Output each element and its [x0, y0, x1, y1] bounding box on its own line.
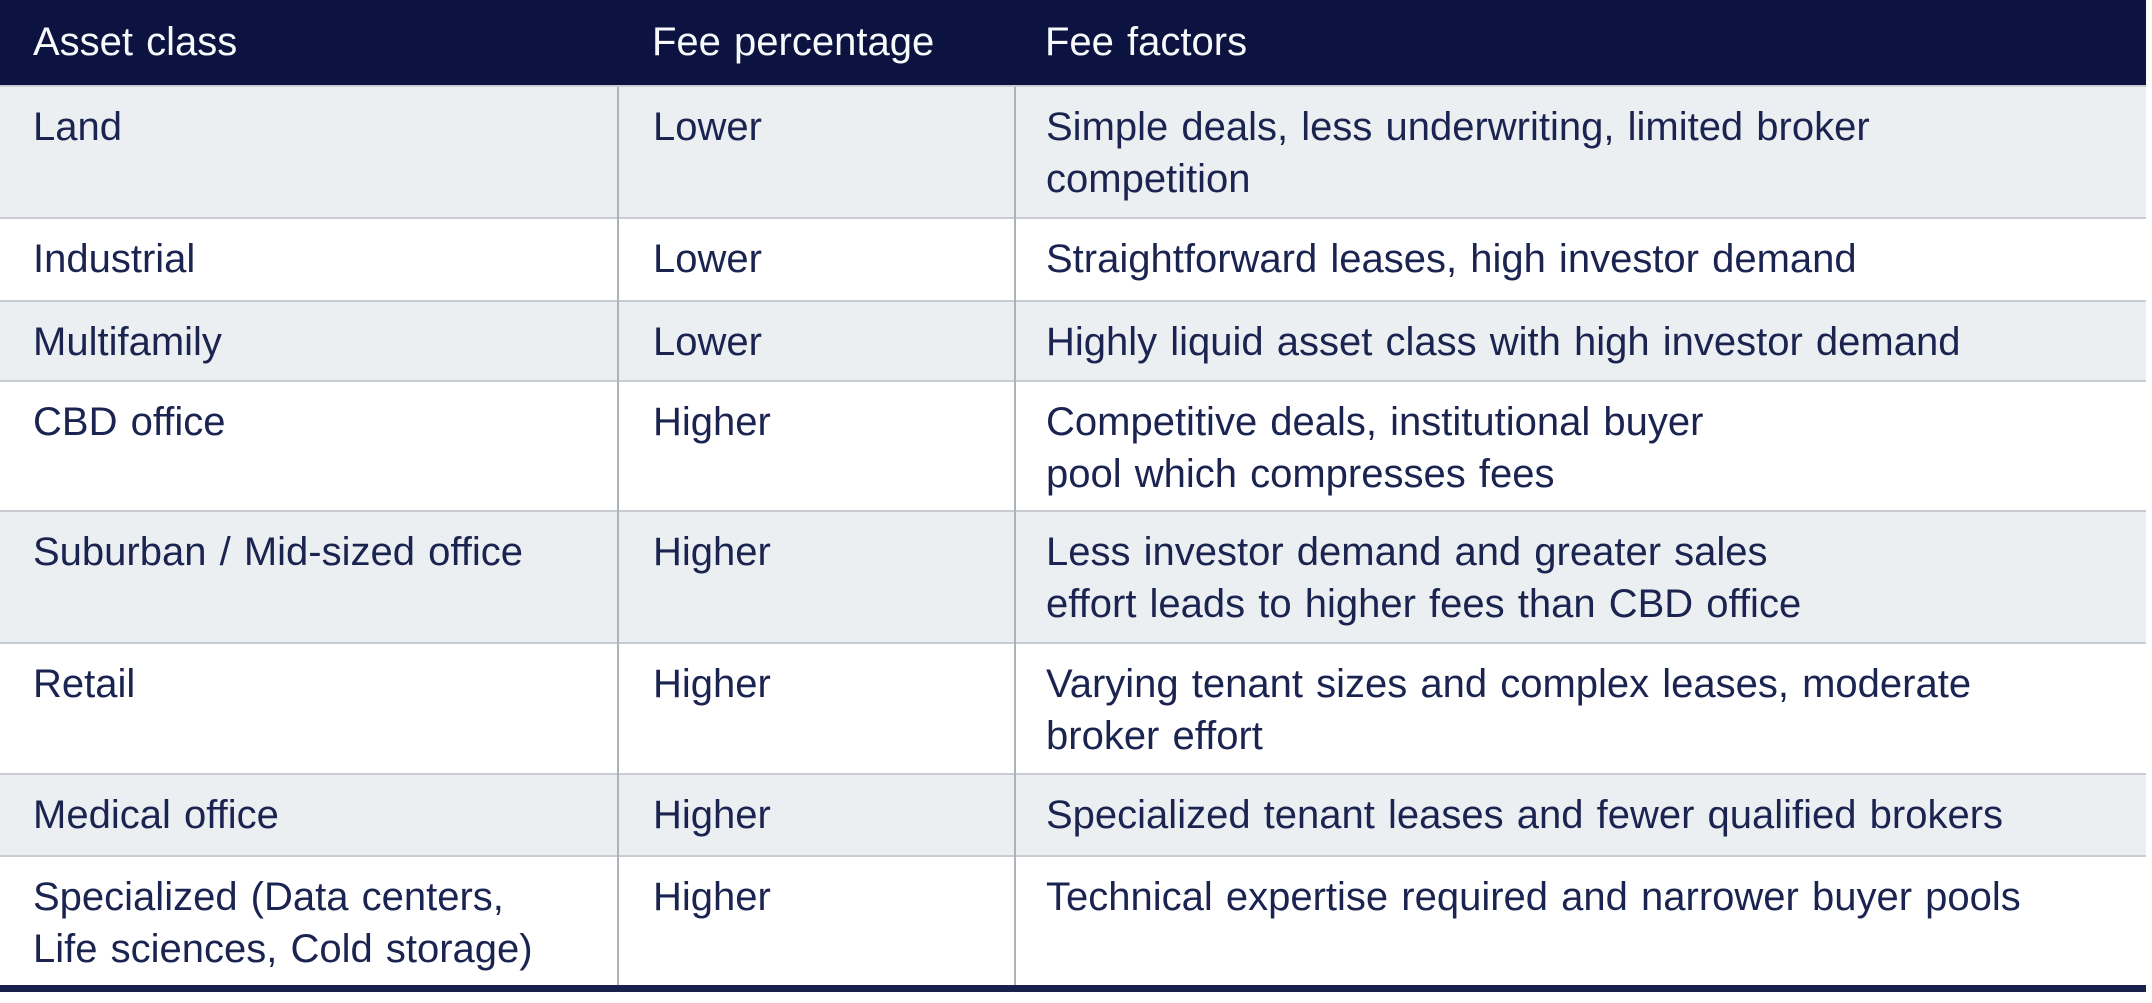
- asset-class-cell: Industrial: [0, 217, 618, 301]
- fee-factors-cell: Competitive deals, institutional buyer p…: [1014, 380, 2146, 511]
- asset-class-cell: Multifamily: [0, 300, 618, 381]
- fee-percentage-cell: Higher: [617, 380, 1015, 511]
- fee-percentage-cell: Lower: [617, 300, 1015, 381]
- table-row-medical-office: Medical office Higher Specialized tenant…: [0, 773, 2146, 856]
- table-row-specialized: Specialized (Data centers, Life sciences…: [0, 855, 2146, 992]
- fee-percentage-cell: Higher: [617, 773, 1015, 856]
- column-header-fee-factors: Fee factors: [1015, 0, 2146, 86]
- fee-factors-cell: Less investor demand and greater sales e…: [1014, 510, 2146, 643]
- column-header-asset-class: Asset class: [0, 0, 618, 86]
- fee-factors-cell: Straightforward leases, high investor de…: [1014, 217, 2146, 301]
- fee-percentage-cell: Higher: [617, 855, 1015, 992]
- asset-class-cell: Retail: [0, 642, 618, 774]
- fee-factors-cell: Varying tenant sizes and complex leases,…: [1014, 642, 2146, 774]
- table-row-multifamily: Multifamily Lower Highly liquid asset cl…: [0, 300, 2146, 381]
- table-row-industrial: Industrial Lower Straightforward leases,…: [0, 217, 2146, 301]
- column-header-fee-percentage: Fee percentage: [618, 0, 1015, 86]
- table-row-cbd-office: CBD office Higher Competitive deals, ins…: [0, 380, 2146, 511]
- table-row-land: Land Lower Simple deals, less underwriti…: [0, 85, 2146, 218]
- table-row-suburban-office: Suburban / Mid-sized office Higher Less …: [0, 510, 2146, 643]
- fee-factors-cell: Technical expertise required and narrowe…: [1014, 855, 2146, 992]
- fee-factors-cell: Simple deals, less underwriting, limited…: [1014, 85, 2146, 218]
- table-row-retail: Retail Higher Varying tenant sizes and c…: [0, 642, 2146, 774]
- fee-percentage-cell: Lower: [617, 85, 1015, 218]
- table-header-row: Asset class Fee percentage Fee factors: [0, 0, 2146, 86]
- asset-class-cell: CBD office: [0, 380, 618, 511]
- fee-factors-cell: Highly liquid asset class with high inve…: [1014, 300, 2146, 381]
- asset-class-cell: Land: [0, 85, 618, 218]
- fee-percentage-cell: Higher: [617, 642, 1015, 774]
- asset-class-cell: Specialized (Data centers, Life sciences…: [0, 855, 618, 992]
- asset-class-cell: Medical office: [0, 773, 618, 856]
- asset-class-cell: Suburban / Mid-sized office: [0, 510, 618, 643]
- fee-factors-cell: Specialized tenant leases and fewer qual…: [1014, 773, 2146, 856]
- fee-percentage-cell: Lower: [617, 217, 1015, 301]
- fee-percentage-cell: Higher: [617, 510, 1015, 643]
